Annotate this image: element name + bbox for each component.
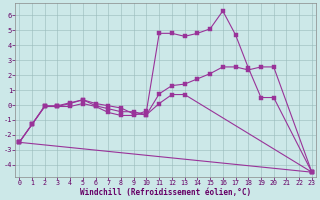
X-axis label: Windchill (Refroidissement éolien,°C): Windchill (Refroidissement éolien,°C) bbox=[80, 188, 251, 197]
